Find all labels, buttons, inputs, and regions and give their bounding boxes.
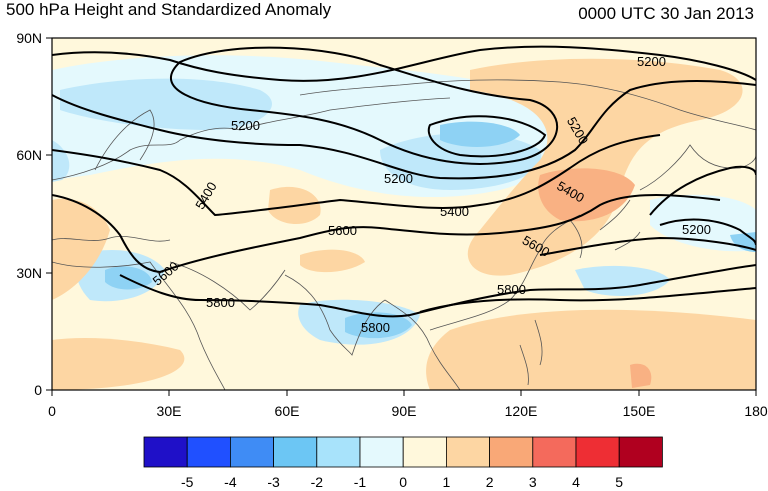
colorbar-tick-label: 4 <box>572 474 580 490</box>
contour-5800-south <box>419 287 756 313</box>
coast-philippines <box>519 319 543 386</box>
contour-label: 5800 <box>497 282 526 297</box>
coast-europe <box>52 97 451 181</box>
lat-tick-label: 60N <box>16 147 42 163</box>
contour-5400-main <box>52 134 661 217</box>
lat-tick-label: 30N <box>16 265 42 281</box>
coast-scandinavia <box>94 109 155 171</box>
colorbar-tick-label: 0 <box>399 474 407 490</box>
colorbar: -5 -4 -3 -2 -1 0 1 2 3 4 5 <box>143 436 663 490</box>
colorbar-swatch <box>402 436 447 468</box>
colorbar-swatch <box>359 436 404 468</box>
contour-5600-main <box>52 194 721 274</box>
coast-africa <box>52 261 226 390</box>
lon-tick-label: 0 <box>48 403 56 419</box>
map-title: 500 hPa Height and Standardized Anomaly <box>6 0 332 19</box>
colorbar-swatch <box>489 436 534 468</box>
colorbar-tick-label: -4 <box>224 474 237 490</box>
colorbar-tick-label: -1 <box>354 474 367 490</box>
colorbar-tick-label: 1 <box>443 474 451 490</box>
anomaly-positive-equator <box>630 363 652 388</box>
anomaly-positive-tropics <box>426 309 756 390</box>
contour-label: 5800 <box>206 295 235 310</box>
anomaly-positive-manchuria <box>538 168 635 222</box>
lon-tick-label: 60E <box>275 403 300 419</box>
anomaly-positive-africa <box>52 338 185 390</box>
coast-china <box>429 214 581 331</box>
contour-5600-east <box>539 236 756 256</box>
anomaly-negative-siberia-core <box>440 121 520 147</box>
lon-tick-label: 180 <box>744 403 768 419</box>
contour-label: 5400 <box>440 204 469 219</box>
colorbar-swatch <box>445 436 490 468</box>
lat-tick-labels: 90N 60N 30N 0 <box>16 30 42 398</box>
lat-tick-label: 90N <box>16 30 42 46</box>
colorbar-tick-label: -5 <box>181 474 194 490</box>
lon-tick-label: 120E <box>505 403 538 419</box>
colorbar-tick-label: 5 <box>615 474 623 490</box>
colorbar-swatch <box>316 436 361 468</box>
contour-5200-main <box>52 79 756 180</box>
contour-label: 5200 <box>682 222 711 237</box>
coast-kamchatka <box>639 144 756 191</box>
colorbar-tick-label: -2 <box>311 474 324 490</box>
contour-5400-east <box>649 165 756 216</box>
coast-arctic <box>299 79 756 131</box>
lon-tick-label: 150E <box>623 403 656 419</box>
lon-tick-labels: 0 30E 60E 90E 120E 150E 180 <box>48 403 768 419</box>
colorbar-swatch <box>273 436 318 468</box>
anomaly-positive-himalaya <box>300 249 365 273</box>
colorbar-swatch <box>229 436 274 468</box>
contour-5800-main <box>119 264 756 318</box>
anomaly-positive-arctic <box>467 58 743 276</box>
contour-label: 5800 <box>361 320 390 335</box>
coastlines <box>52 79 756 390</box>
contour-5200-north <box>52 45 756 82</box>
contour-label: 5200 <box>231 118 260 133</box>
colorbar-tick-label: -3 <box>267 474 280 490</box>
anomaly-negative-northpacific <box>650 194 756 252</box>
axis-ticks <box>46 37 757 396</box>
colorbar-swatch <box>575 436 620 468</box>
height-contours <box>52 45 756 318</box>
contour-label: 5200 <box>637 54 666 69</box>
colorbar-swatch <box>532 436 577 468</box>
anomaly-positive-west <box>52 198 110 300</box>
coast-korea-japan <box>569 199 641 259</box>
lat-tick-label: 0 <box>34 382 42 398</box>
coast-arabia <box>169 261 286 311</box>
colorbar-swatch <box>618 436 663 468</box>
contour-5200-loop-b <box>427 115 547 158</box>
colorbar-swatch <box>186 436 231 468</box>
contour-label: 5200 <box>384 171 413 186</box>
coast-mediterranean <box>52 236 171 242</box>
contour-5200-east <box>659 218 756 246</box>
contour-label: 5600 <box>328 223 357 238</box>
coast-southeast-asia <box>384 299 461 390</box>
colorbar-tick-label: 3 <box>529 474 537 490</box>
lon-tick-label: 90E <box>392 403 417 419</box>
colorbar-swatch <box>143 436 188 468</box>
colorbar-tick-label: 2 <box>486 474 494 490</box>
lon-tick-label: 30E <box>157 403 182 419</box>
contour-5200-loop-a <box>170 46 558 165</box>
anomaly-negative-bay <box>345 312 412 339</box>
map-date: 0000 UTC 30 Jan 2013 <box>578 4 754 23</box>
coast-india <box>284 274 386 356</box>
